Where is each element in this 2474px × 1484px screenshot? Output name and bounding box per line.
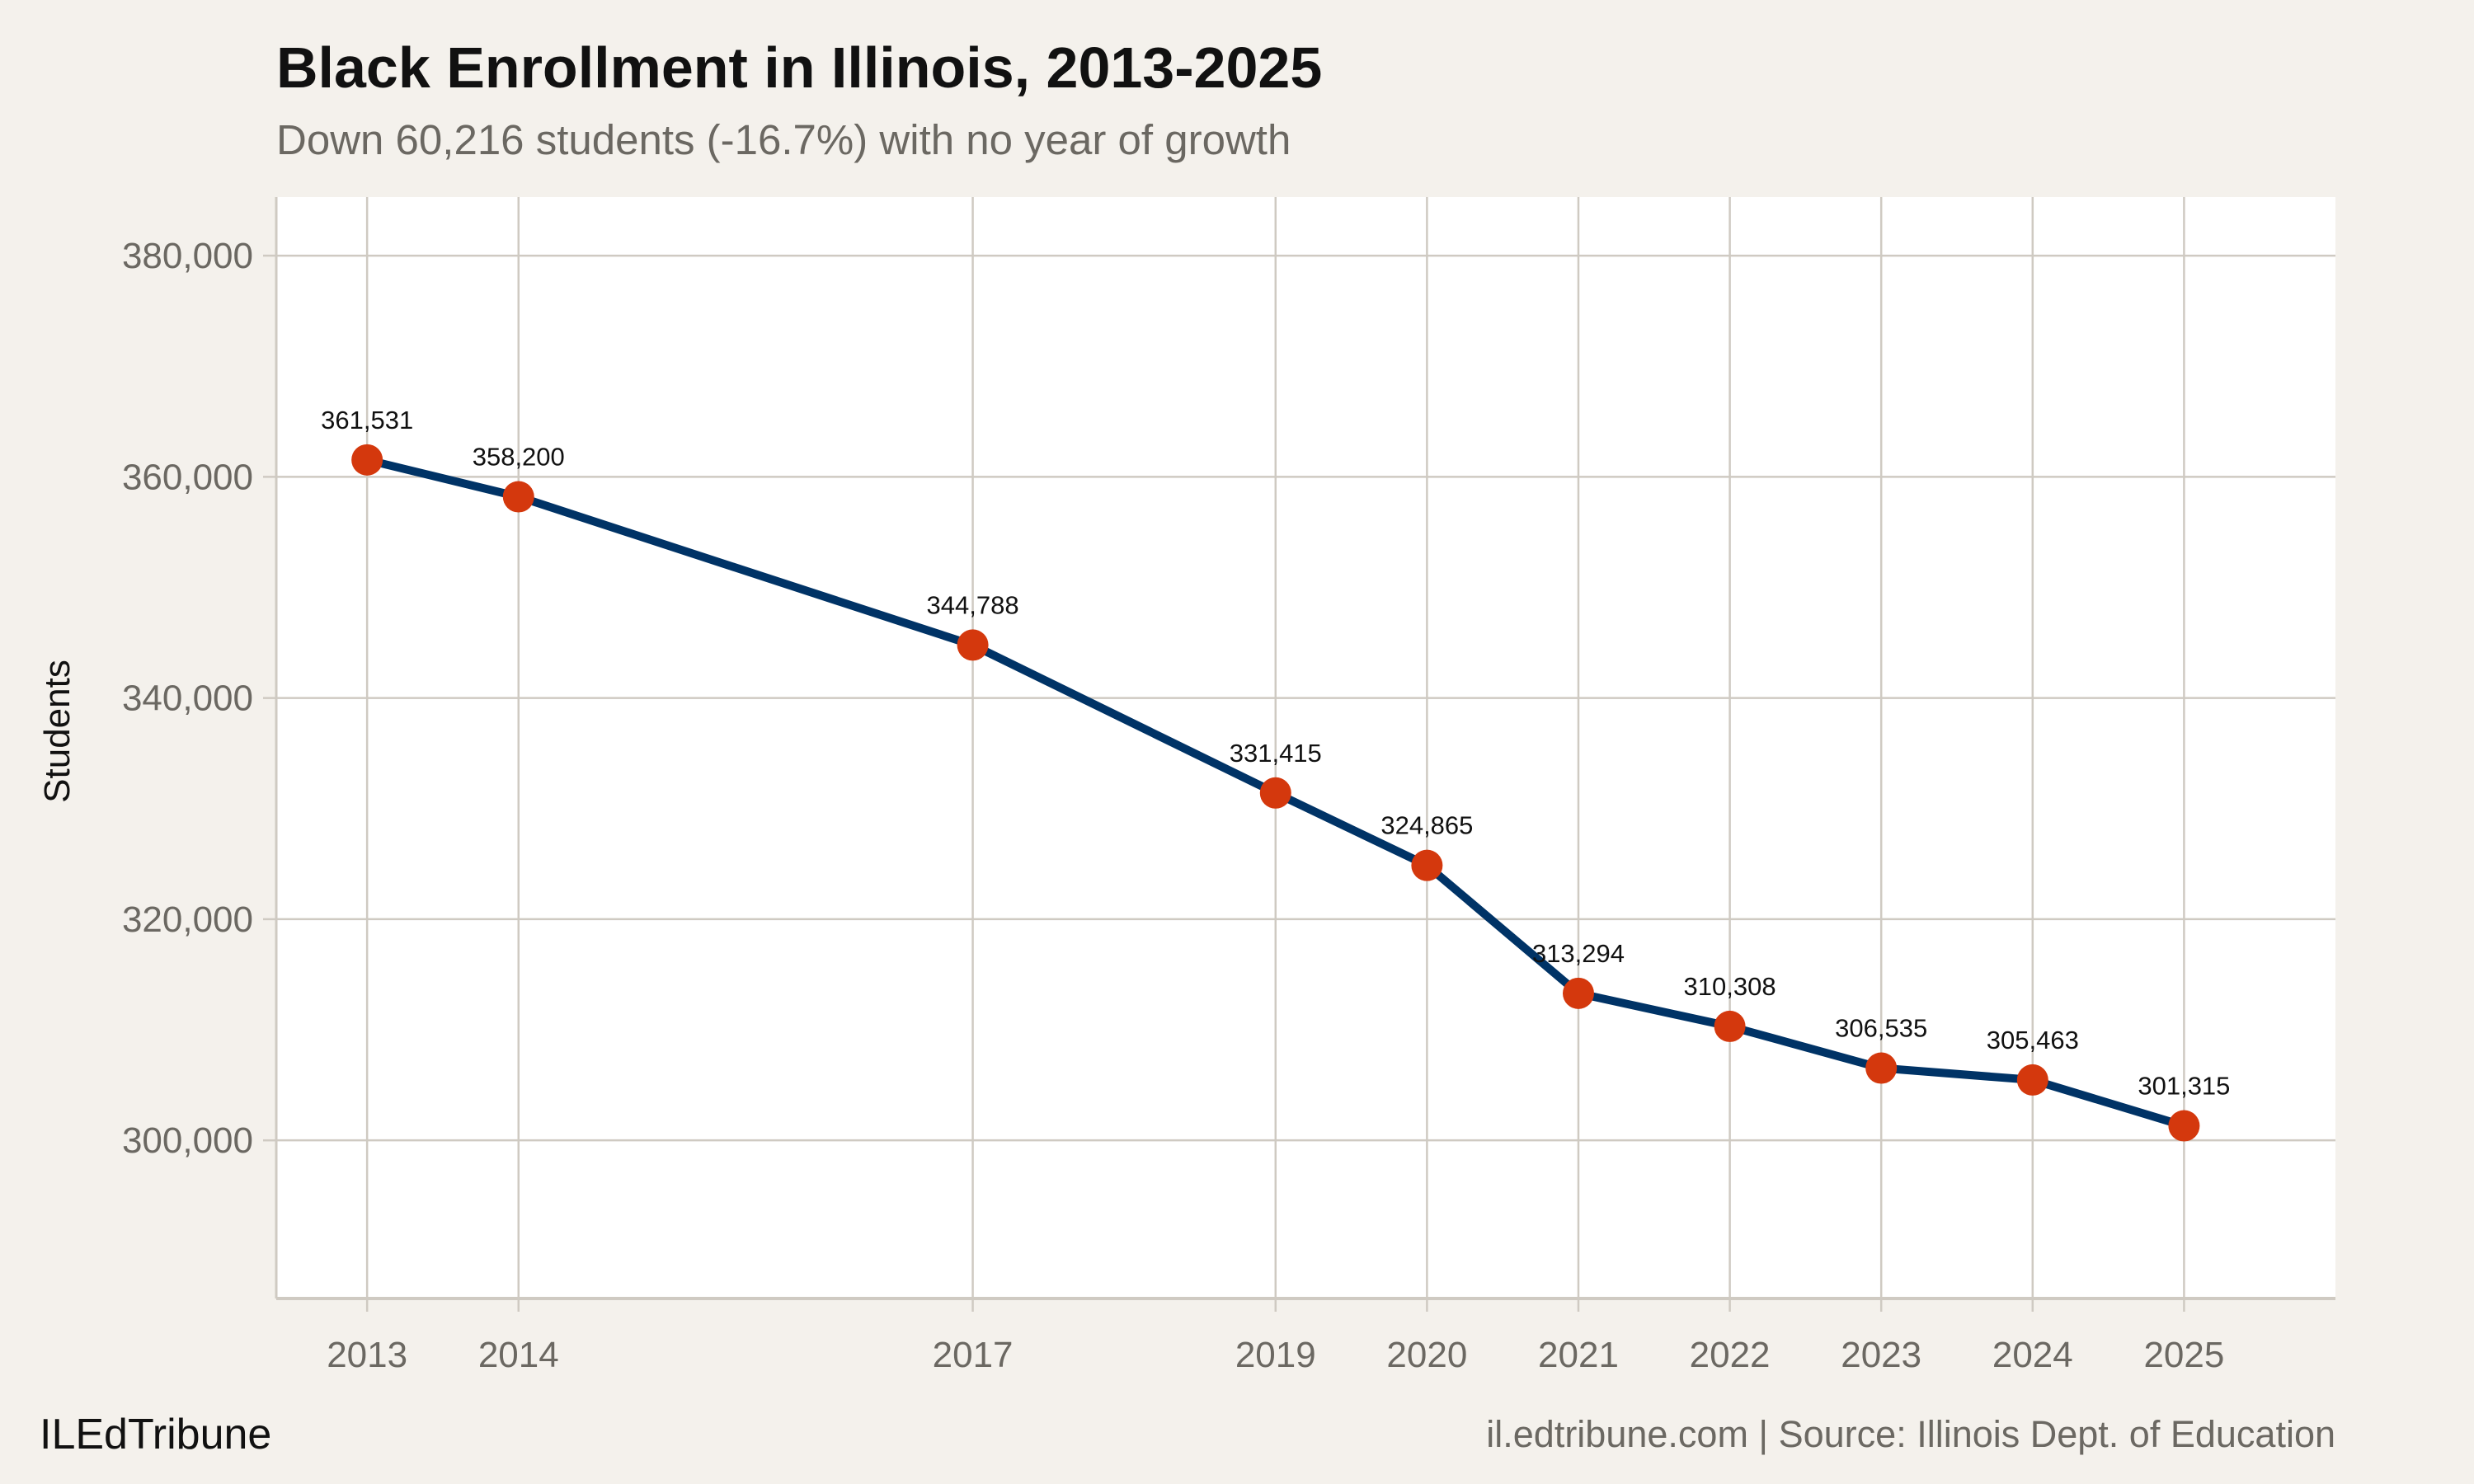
x-tick-label: 2023	[1841, 1335, 1921, 1375]
data-label: 310,308	[1684, 972, 1776, 1001]
x-tick-label: 2022	[1690, 1335, 1771, 1375]
data-point	[2168, 1110, 2200, 1142]
data-point	[957, 629, 989, 661]
data-point	[1562, 977, 1594, 1009]
x-tick-label: 2019	[1235, 1335, 1316, 1375]
data-label: 306,535	[1835, 1014, 1927, 1043]
data-label: 344,788	[927, 590, 1019, 619]
data-label: 361,531	[321, 406, 413, 434]
source-note: il.edtribune.com | Source: Illinois Dept…	[1486, 1413, 2335, 1455]
y-tick-label: 300,000	[122, 1120, 253, 1161]
data-label: 305,463	[1987, 1026, 2079, 1054]
data-point	[351, 444, 383, 476]
data-label: 358,200	[473, 443, 565, 472]
y-tick-label: 340,000	[122, 679, 253, 719]
x-tick-label: 2013	[327, 1335, 407, 1375]
x-tick-label: 2024	[1992, 1335, 2073, 1375]
x-tick-label: 2025	[2143, 1335, 2224, 1375]
y-axis-title: Students	[37, 660, 78, 803]
data-label: 331,415	[1230, 739, 1322, 768]
x-tick-label: 2021	[1538, 1335, 1619, 1375]
enrollment-series-line	[363, 455, 2189, 1130]
data-point	[502, 481, 534, 513]
x-tick-label: 2017	[933, 1335, 1014, 1375]
plot-panel	[276, 197, 2335, 1298]
brand-logo-text: ILEdTribune	[40, 1411, 272, 1458]
x-tick-label: 2020	[1386, 1335, 1467, 1375]
data-point	[1865, 1052, 1898, 1084]
data-label: 313,294	[1532, 939, 1625, 968]
x-tick-label: 2014	[478, 1335, 559, 1375]
chart-title: Black Enrollment in Illinois, 2013-2025	[276, 35, 1323, 100]
data-point	[2016, 1064, 2048, 1096]
data-point	[1714, 1010, 1746, 1042]
data-label: 301,315	[2138, 1072, 2230, 1101]
data-point	[1411, 849, 1443, 881]
y-tick-label: 320,000	[122, 899, 253, 940]
data-point	[1259, 777, 1291, 809]
data-label: 324,865	[1380, 811, 1473, 840]
chart-subtitle: Down 60,216 students (-16.7%) with no ye…	[276, 116, 1291, 163]
y-tick-label: 360,000	[122, 457, 253, 497]
y-tick-label: 380,000	[122, 236, 253, 276]
